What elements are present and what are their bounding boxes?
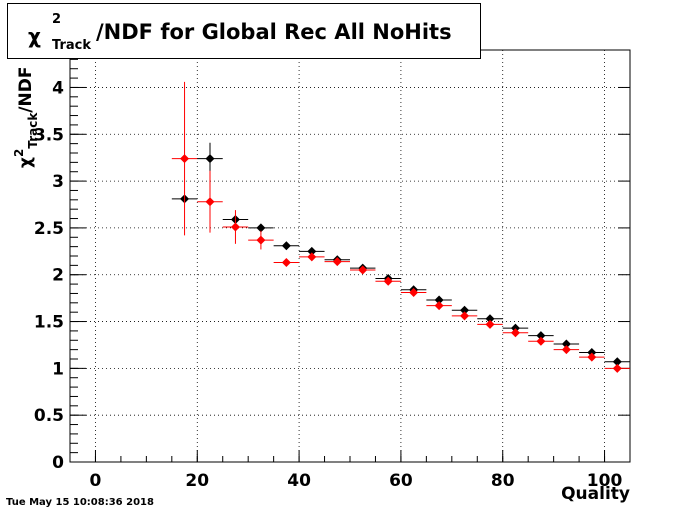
y-axis-label-chi: χ	[16, 157, 36, 168]
data-point	[434, 301, 444, 311]
data-point	[434, 295, 444, 305]
chart-title: χ 2 Track /NDF for Global Rec All NoHits	[7, 3, 481, 59]
title-chi: χ	[28, 24, 41, 48]
y-tick-label: 3	[52, 172, 64, 192]
data-point	[587, 352, 597, 362]
x-tick-label: 20	[185, 471, 209, 491]
y-tick-label: 1	[52, 359, 64, 379]
data-point	[358, 265, 368, 275]
x-tick-label: 60	[389, 471, 413, 491]
data-point	[510, 323, 520, 333]
data-point	[587, 347, 597, 357]
title-superscript: 2	[52, 12, 62, 27]
y-tick-label: 0.5	[34, 406, 64, 426]
data-point	[485, 319, 495, 329]
data-point	[409, 288, 419, 298]
data-point	[281, 241, 291, 251]
data-point	[561, 339, 571, 349]
data-point	[180, 154, 190, 164]
data-point	[383, 276, 393, 286]
data-point	[510, 328, 520, 338]
y-axis-label-sup: 2	[12, 148, 26, 158]
y-tick-label: 0	[52, 453, 64, 473]
timestamp: Tue May 15 10:08:36 2018	[6, 497, 154, 508]
data-point	[281, 258, 291, 268]
data-point	[307, 246, 317, 256]
data-point	[205, 197, 215, 207]
y-axis-label-rest: /NDF	[16, 66, 36, 113]
data-point	[612, 363, 622, 373]
data-series	[171, 81, 630, 373]
y-tick-label: 2	[52, 266, 64, 286]
y-tick-label: 3.5	[34, 125, 64, 145]
data-point	[460, 311, 470, 321]
y-tick-label: 2.5	[34, 219, 64, 239]
title-subscript: Track	[52, 38, 91, 53]
data-point	[612, 357, 622, 367]
x-axis-label: Quality	[561, 484, 630, 504]
y-axis-label-sub: Track	[26, 112, 40, 149]
x-tick-label: 0	[90, 471, 102, 491]
data-point	[307, 252, 317, 262]
title-text: /NDF for Global Rec All NoHits	[96, 20, 452, 44]
data-point	[205, 154, 215, 164]
x-tick-label: 100	[587, 471, 623, 491]
data-point	[256, 223, 266, 233]
data-point	[230, 222, 240, 232]
series-1	[171, 81, 630, 373]
data-point	[460, 305, 470, 315]
y-tick-label: 1.5	[34, 313, 64, 333]
data-point	[332, 257, 342, 267]
data-point	[536, 336, 546, 346]
x-tick-label: 40	[287, 471, 311, 491]
data-point	[536, 331, 546, 341]
x-tick-label: 80	[491, 471, 515, 491]
data-point	[256, 235, 266, 245]
axes: 0 20 40 60 80 100 0 0.5 1 1.5 2 2.5 3 3.5 4	[34, 49, 631, 491]
y-axis-label: χ2Track/NDF	[8, 10, 58, 170]
data-point	[561, 345, 571, 355]
data-point	[485, 314, 495, 324]
y-tick-label: 4	[52, 78, 64, 98]
grid-lines	[70, 50, 630, 462]
plot-frame	[69, 49, 631, 463]
